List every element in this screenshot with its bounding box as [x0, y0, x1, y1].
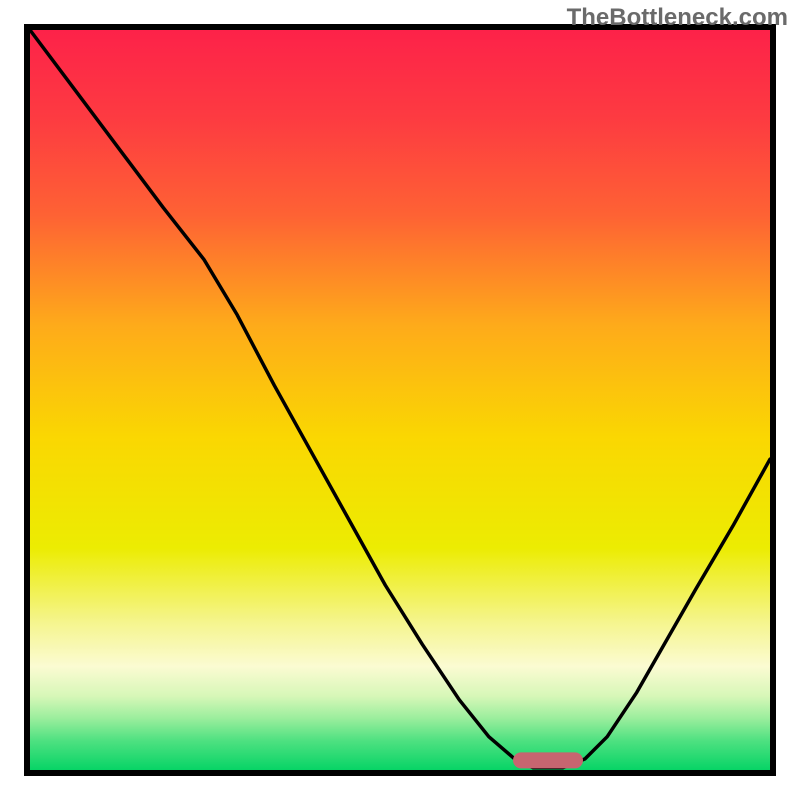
- watermark-text: TheBottleneck.com: [567, 4, 788, 32]
- plot-background: [30, 30, 770, 770]
- bottleneck-marker: [513, 752, 583, 768]
- chart-container: TheBottleneck.com: [0, 0, 800, 800]
- bottleneck-chart: [0, 0, 800, 800]
